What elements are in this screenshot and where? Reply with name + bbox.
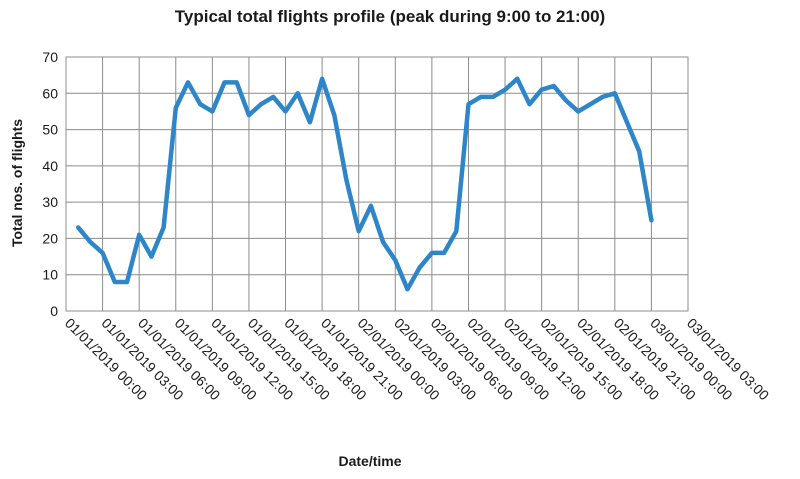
data-point xyxy=(625,120,629,124)
data-point xyxy=(515,77,519,81)
data-point xyxy=(259,102,263,106)
y-tick-label: 40 xyxy=(42,158,58,174)
data-point xyxy=(613,91,617,95)
plot-frame xyxy=(65,56,689,312)
data-point xyxy=(308,120,312,124)
data-point xyxy=(149,255,153,259)
series xyxy=(75,76,654,292)
grid xyxy=(65,56,689,312)
data-point xyxy=(162,226,166,230)
y-tick-label: 50 xyxy=(42,122,58,138)
data-point xyxy=(564,99,568,103)
data-point xyxy=(357,229,361,233)
data-point xyxy=(527,102,531,106)
y-tick-label: 30 xyxy=(42,194,58,210)
data-point xyxy=(235,80,239,84)
y-tick-label: 10 xyxy=(42,267,58,283)
data-point xyxy=(454,229,458,233)
y-tick-label: 60 xyxy=(42,85,58,101)
y-axis-ticks: 0 10 20 30 40 50 60 70 xyxy=(42,49,58,319)
data-point xyxy=(649,218,653,222)
data-point xyxy=(296,91,300,95)
data-point xyxy=(284,109,288,113)
data-point xyxy=(247,113,251,117)
data-point xyxy=(601,95,605,99)
data-point xyxy=(210,109,214,113)
data-point xyxy=(223,80,227,84)
data-point xyxy=(540,88,544,92)
data-point xyxy=(588,102,592,106)
data-point xyxy=(491,95,495,99)
data-point xyxy=(466,102,470,106)
data-point xyxy=(76,226,80,230)
data-point xyxy=(479,95,483,99)
data-point xyxy=(637,149,641,153)
y-axis-label: Total nos. of flights xyxy=(9,119,25,247)
data-point xyxy=(503,88,507,92)
data-point xyxy=(345,178,349,182)
data-point xyxy=(320,77,324,81)
data-point xyxy=(271,95,275,99)
data-point xyxy=(137,233,141,237)
data-point xyxy=(418,265,422,269)
y-tick-label: 70 xyxy=(42,49,58,65)
y-tick-label: 0 xyxy=(50,303,58,319)
data-point xyxy=(88,240,92,244)
data-point xyxy=(125,280,129,284)
data-point xyxy=(552,84,556,88)
data-point xyxy=(430,251,434,255)
data-point xyxy=(369,204,373,208)
data-point xyxy=(442,251,446,255)
data-point xyxy=(393,258,397,262)
series-line-0 xyxy=(75,76,654,292)
data-point xyxy=(186,80,190,84)
data-point xyxy=(405,287,409,291)
x-axis-label: Date/time xyxy=(338,453,401,469)
data-point xyxy=(381,240,385,244)
y-tick-label: 20 xyxy=(42,230,58,246)
data-point xyxy=(113,280,117,284)
data-point xyxy=(198,102,202,106)
data-point xyxy=(332,113,336,117)
data-point xyxy=(576,109,580,113)
data-point xyxy=(174,106,178,110)
chart-title: Typical total flights profile (peak duri… xyxy=(175,7,605,26)
data-point xyxy=(101,251,105,255)
